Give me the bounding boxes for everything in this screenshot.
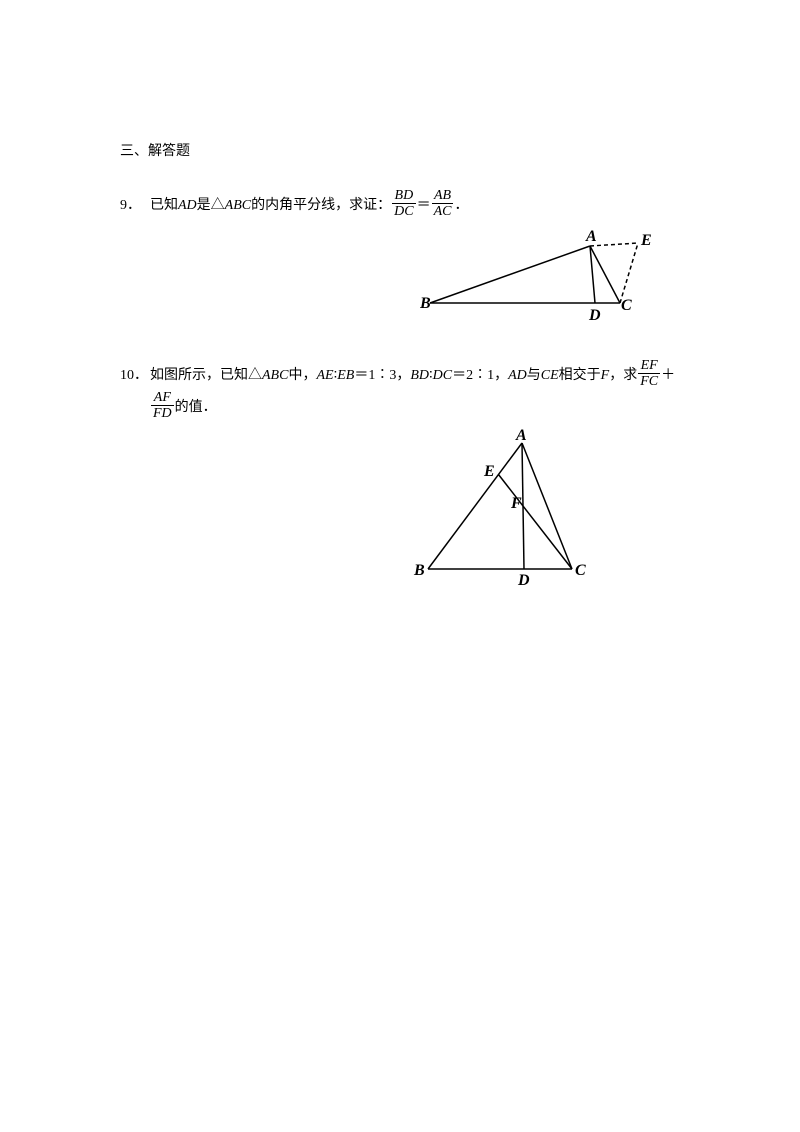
p9-mid1: 是△ xyxy=(197,193,225,220)
problem-10-line1: 10． 如图所示，已知△ ABC 中， AE ∶ EB ＝1∶3， BD ∶ D… xyxy=(120,358,680,390)
triangle-10-svg: A B C D E F xyxy=(410,429,600,589)
p10-mid4: ，求 xyxy=(609,363,637,390)
problem-10: 10． 如图所示，已知△ ABC 中， AE ∶ EB ＝1∶3， BD ∶ D… xyxy=(120,358,680,590)
p10-DC: DC xyxy=(433,363,452,390)
p9-period: ． xyxy=(454,193,468,220)
p9-frac-AB-AC: AB AC xyxy=(432,188,454,220)
p9-prefix: 已知 xyxy=(150,193,178,220)
line-AC xyxy=(522,443,572,569)
problem-9-text: 9． 已知 AD 是△ ABC 的内角平分线，求证： BD DC ＝ AB AC… xyxy=(120,188,680,220)
label-D: D xyxy=(517,572,530,589)
label-C: C xyxy=(621,297,632,314)
p10-AD: AD xyxy=(508,363,527,390)
problem-10-figure: A B C D E F xyxy=(120,429,680,589)
label-A: A xyxy=(515,429,527,444)
problem-9: 9． 已知 AD 是△ ABC 的内角平分线，求证： BD DC ＝ AB AC… xyxy=(120,188,680,328)
p10-frac-EF-FC: EF FC xyxy=(638,358,660,390)
p9-ABC: ABC xyxy=(225,193,251,220)
p9-frac1-top: BD xyxy=(393,188,416,203)
p10-EB: EB xyxy=(337,363,354,390)
label-C: C xyxy=(575,562,586,579)
problem-9-number: 9． xyxy=(120,193,150,220)
p9-eq: ＝ xyxy=(417,193,431,220)
problem-9-figure: A B C D E xyxy=(120,228,680,328)
label-E: E xyxy=(483,463,495,480)
line-AB xyxy=(428,443,522,569)
problem-10-number: 10． xyxy=(120,363,150,390)
p9-frac2-bot: AC xyxy=(432,203,454,219)
p10-BD: BD xyxy=(410,363,429,390)
label-E: E xyxy=(640,232,652,249)
p10-frac2-bot: FD xyxy=(151,405,174,421)
p10-mid1: 中， xyxy=(288,363,316,390)
line-AE-dashed xyxy=(590,243,638,246)
p10-ABC: ABC xyxy=(262,363,288,390)
p10-frac1-top: EF xyxy=(639,358,660,373)
line-CE xyxy=(499,475,573,570)
p10-plus: ＋ xyxy=(661,363,675,390)
p10-mid2: 与 xyxy=(527,363,541,390)
p10-F: F xyxy=(601,363,610,390)
p10-tail: 的值． xyxy=(175,395,217,422)
p9-frac1-bot: DC xyxy=(392,203,415,219)
p10-AE: AE xyxy=(316,363,333,390)
label-A: A xyxy=(585,228,597,245)
label-B: B xyxy=(420,295,431,312)
label-F: F xyxy=(510,495,522,512)
page: 三、解答题 9． 已知 AD 是△ ABC 的内角平分线，求证： BD DC ＝… xyxy=(0,0,800,1132)
p10-frac-AF-FD: AF FD xyxy=(151,390,174,422)
p9-mid2: 的内角平分线，求证： xyxy=(251,193,391,220)
label-D: D xyxy=(588,307,601,324)
p10-mid3: 相交于 xyxy=(559,363,601,390)
label-B: B xyxy=(413,562,425,579)
p10-eq2: ＝2∶1， xyxy=(452,363,508,390)
section-title: 三、解答题 xyxy=(120,140,680,160)
p9-frac-BD-DC: BD DC xyxy=(392,188,415,220)
triangle-9-svg: A B C D E xyxy=(420,228,658,328)
line-BA xyxy=(430,246,590,303)
p10-frac1-bot: FC xyxy=(638,373,660,389)
problem-10-line2: AF FD 的值． xyxy=(120,390,680,422)
p10-frac2-top: AF xyxy=(152,390,173,405)
line-CE-dashed xyxy=(620,243,638,303)
p9-AD: AD xyxy=(178,193,197,220)
p10-prefix: 如图所示，已知△ xyxy=(150,363,262,390)
p10-eq1: ＝1∶3， xyxy=(354,363,410,390)
p10-CE: CE xyxy=(541,363,559,390)
p9-frac2-top: AB xyxy=(432,188,453,203)
